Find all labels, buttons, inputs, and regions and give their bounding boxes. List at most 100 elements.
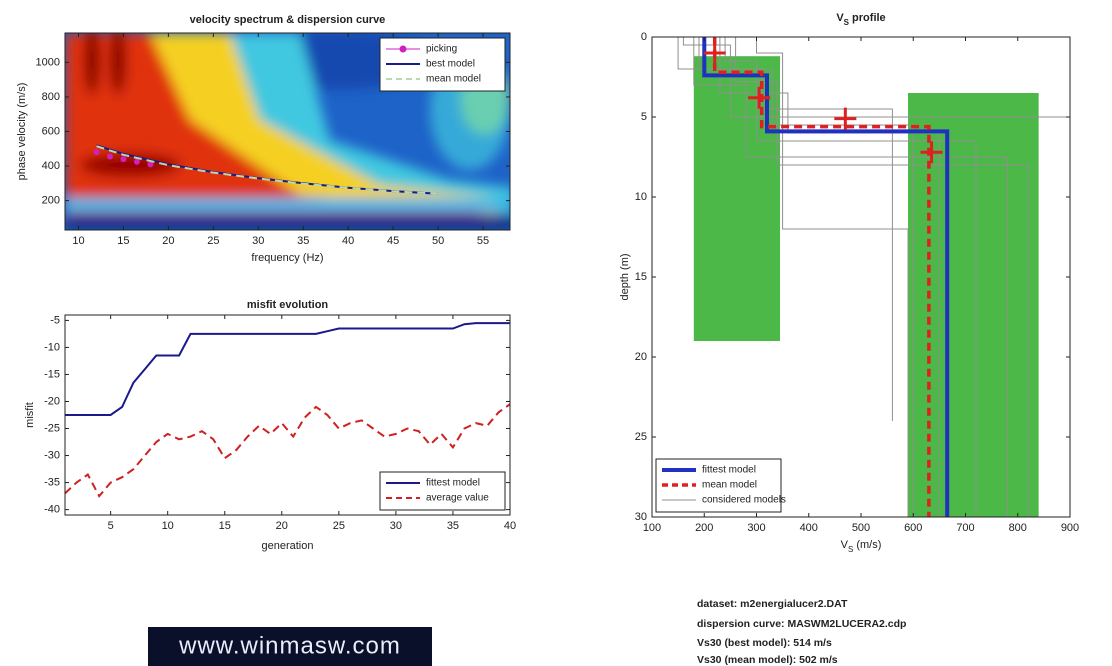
x-tick-label: 20 — [162, 235, 174, 247]
legend-label: picking — [426, 44, 457, 55]
model-line — [682, 37, 1070, 517]
logo: www.winmasw.com — [148, 627, 432, 666]
y-tick-label: -30 — [44, 449, 60, 461]
x-axis-label-part: generation — [262, 540, 314, 552]
x-tick-label: 30 — [252, 235, 264, 247]
cross-marker — [920, 141, 943, 164]
cross-marker — [703, 42, 726, 64]
x-tick-label: 35 — [447, 520, 459, 532]
x-tick-label: 300 — [747, 522, 765, 534]
x-tick-label: 900 — [1061, 522, 1079, 534]
x-tick-label: 700 — [956, 522, 974, 534]
plot-area — [677, 37, 1070, 517]
model-line — [724, 37, 977, 517]
chart-title: velocity spectrum & dispersion curve — [190, 14, 386, 26]
x-tick-label: 800 — [1009, 522, 1027, 534]
series-line — [65, 322, 510, 416]
y-tick-label: 10 — [635, 191, 647, 203]
x-tick-label: 30 — [390, 520, 402, 532]
legend-label: fittest model — [702, 465, 756, 476]
model-line — [719, 37, 940, 517]
legend-label: best model — [426, 59, 475, 70]
legend-label: mean model — [426, 74, 481, 85]
legend-swatch — [399, 45, 407, 53]
x-tick-label: 35 — [297, 235, 309, 247]
x-tick-label: 25 — [207, 235, 219, 247]
point — [93, 149, 100, 156]
y-axis-label-part: phase velocity (m/s) — [16, 83, 28, 181]
series-line — [702, 37, 950, 517]
y-tick-label: 0 — [641, 31, 647, 43]
legend-label: mean model — [702, 480, 757, 491]
x-tick-label: 55 — [477, 235, 489, 247]
point — [106, 153, 113, 160]
x-tick-label: 45 — [387, 235, 399, 247]
chart-title-part: velocity spectrum & dispersion curve — [190, 14, 386, 26]
y-tick-label: 800 — [42, 91, 60, 103]
y-tick-label: -40 — [44, 504, 60, 516]
y-tick-label: 15 — [635, 271, 647, 283]
plot: 10 15 20 25 30 35 40 45 50 55 200 400 600 800 1000 pick… — [36, 32, 511, 247]
x-axis-label-subscript: S — [848, 545, 853, 554]
point — [147, 161, 154, 168]
x-tick-label: 15 — [117, 235, 129, 247]
x-tick-label: 100 — [643, 522, 661, 534]
x-tick-label: 50 — [432, 235, 444, 247]
x-tick-label: 500 — [852, 522, 870, 534]
x-tick-label: 200 — [695, 522, 713, 534]
info-line: Vs30 (mean model): 502 m/s — [697, 654, 838, 666]
y-axis-label: misfit — [24, 402, 36, 428]
plot: 100 200 300 400 500 600 700 800 900 0 5 10 15 20 25 30 f… — [635, 31, 1079, 534]
x-tick-label: 40 — [342, 235, 354, 247]
cross-marker — [748, 86, 771, 109]
chart-title-part: V — [836, 12, 844, 24]
chart-title-subscript: S — [844, 18, 850, 27]
legend-label: fittest model — [426, 478, 480, 489]
point — [120, 156, 127, 163]
y-tick-label: -25 — [44, 422, 60, 434]
y-axis-label: phase velocity (m/s) — [16, 83, 28, 181]
y-tick-label: 400 — [42, 160, 60, 172]
series-line — [96, 145, 439, 195]
x-axis-label: frequency (Hz) — [251, 252, 323, 264]
x-tick-label: 15 — [219, 520, 231, 532]
y-tick-label: 30 — [635, 511, 647, 523]
chart-title: VS profile — [836, 12, 885, 27]
chart-title-part: misfit evolution — [247, 299, 329, 311]
x-tick-label: 25 — [333, 520, 345, 532]
x-tick-label: 40 — [504, 520, 516, 532]
plot-frame — [64, 314, 511, 516]
x-axis-label: generation — [262, 540, 314, 552]
series-line — [65, 403, 510, 498]
y-tick-label: -5 — [50, 314, 60, 326]
point — [133, 158, 140, 165]
model-line — [693, 37, 1008, 517]
x-axis-label-part: frequency (Hz) — [251, 252, 323, 264]
info-line: dispersion curve: MASWM2LUCERA2.cdp — [697, 618, 906, 630]
y-axis-label-part: depth (m) — [619, 253, 631, 300]
y-tick-label: -20 — [44, 395, 60, 407]
legend-label: average value — [426, 493, 489, 504]
y-tick-label: -15 — [44, 368, 60, 380]
info-line: Vs30 (best model): 514 m/s — [697, 637, 832, 649]
y-tick-label: 1000 — [36, 56, 60, 68]
x-axis-label-part: V — [841, 539, 849, 551]
y-axis-label: depth (m) — [619, 253, 631, 300]
legend-box — [379, 471, 506, 511]
info-line: dataset: m2energialucer2.DAT — [697, 598, 848, 610]
x-tick-label: 20 — [276, 520, 288, 532]
y-tick-label: 600 — [42, 125, 60, 137]
model-line — [677, 37, 914, 517]
series-line — [712, 37, 931, 517]
x-tick-label: 10 — [162, 520, 174, 532]
y-tick-label: -10 — [44, 341, 60, 353]
plot-area — [93, 144, 439, 195]
x-tick-label: 10 — [72, 235, 84, 247]
x-tick-label: 5 — [108, 520, 114, 532]
x-tick-label: 600 — [904, 522, 922, 534]
y-tick-label: 200 — [42, 195, 60, 207]
model-line — [756, 37, 909, 517]
y-tick-label: 25 — [635, 431, 647, 443]
chart-title: misfit evolution — [247, 299, 329, 311]
